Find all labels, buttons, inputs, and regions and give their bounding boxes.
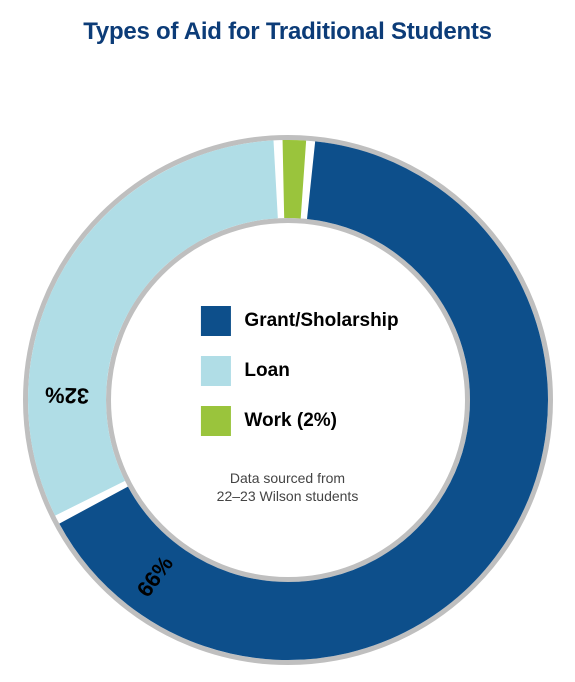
pct-label-loan: 32% — [44, 382, 89, 408]
legend-row-loan: Loan — [200, 356, 398, 386]
slice-work — [283, 179, 303, 180]
legend-row-grant: Grant/Sholarship — [200, 306, 398, 336]
legend-swatch-grant — [200, 306, 230, 336]
legend-row-work: Work (2%) — [200, 406, 398, 436]
legend-label-grant: Grant/Sholarship — [244, 310, 398, 332]
legend-label-work: Work (2%) — [244, 410, 337, 432]
legend-swatch-loan — [200, 356, 230, 386]
source-note: Data sourced from 22–23 Wilson students — [217, 470, 359, 505]
source-line-1: Data sourced from — [217, 470, 359, 488]
legend: Grant/Sholarship Loan Work (2%) — [200, 306, 398, 436]
legend-label-loan: Loan — [244, 360, 289, 382]
source-line-2: 22–23 Wilson students — [217, 488, 359, 506]
chart-title: Types of Aid for Traditional Students — [0, 18, 575, 46]
legend-swatch-work — [200, 406, 230, 436]
